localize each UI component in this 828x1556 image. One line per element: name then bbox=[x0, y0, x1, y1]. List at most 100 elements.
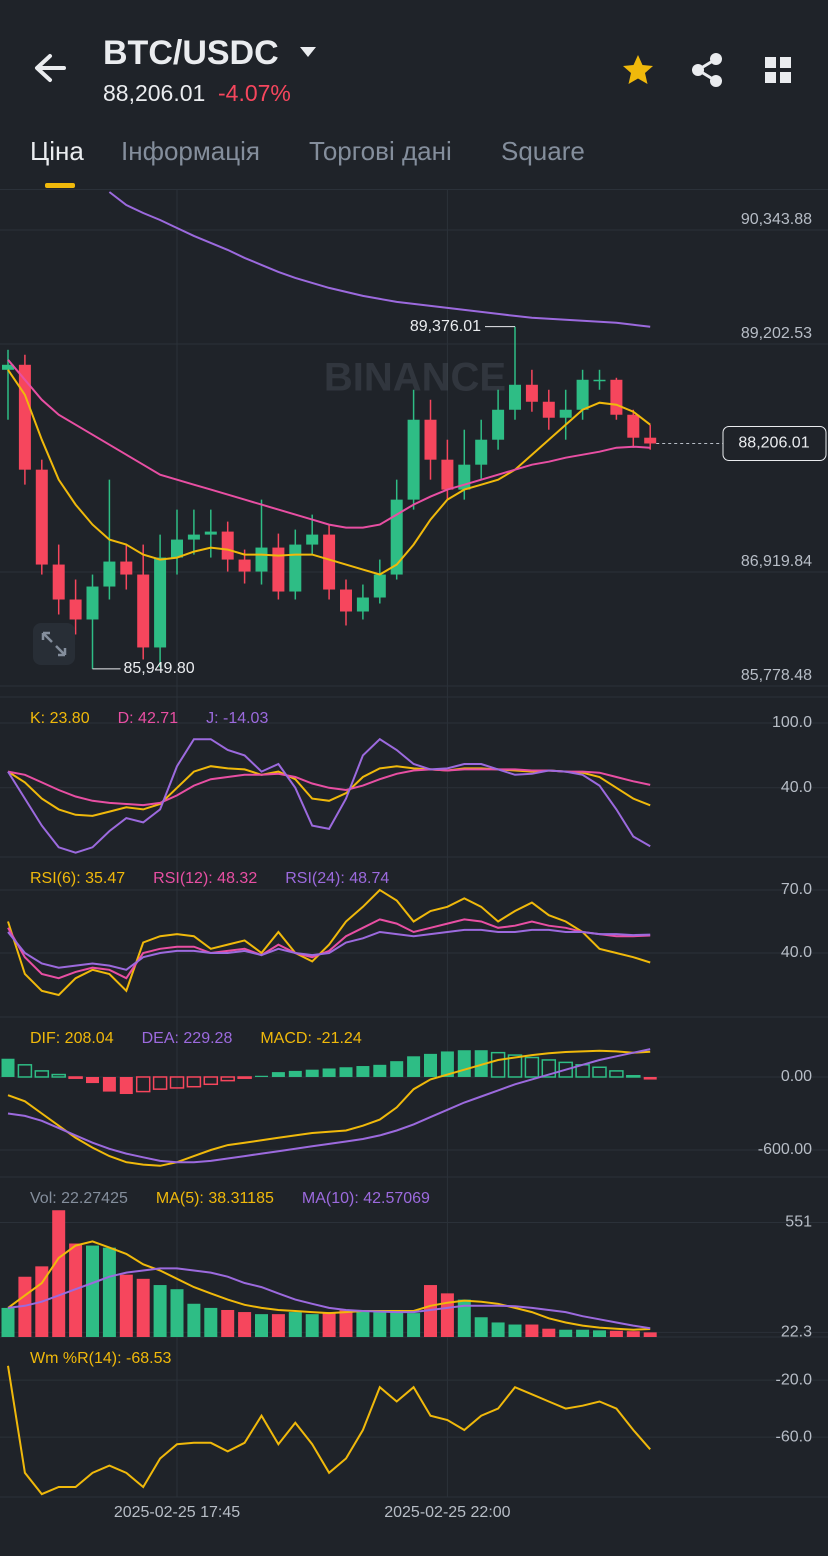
bar bbox=[288, 1070, 302, 1077]
bar bbox=[559, 1329, 573, 1337]
candle-body bbox=[2, 364, 14, 370]
bar bbox=[119, 1274, 133, 1337]
bar bbox=[626, 1331, 640, 1337]
candle-body bbox=[171, 539, 183, 558]
indicator-line bbox=[7, 768, 651, 807]
bar bbox=[203, 1076, 219, 1086]
panel: BINANCE bbox=[0, 191, 828, 687]
bar bbox=[457, 1050, 471, 1077]
candle-body bbox=[35, 469, 48, 565]
y-tick-label: 89,202.53 bbox=[741, 325, 812, 342]
legend-label: J: -14.03 bbox=[206, 710, 268, 727]
symbol[interactable]: BTC/USDC bbox=[103, 34, 279, 72]
bar bbox=[609, 1070, 624, 1078]
candle-body bbox=[509, 384, 521, 410]
y-tick-label: 551 bbox=[785, 1214, 812, 1231]
y-tick-label: 40.0 bbox=[781, 779, 812, 796]
panel bbox=[0, 888, 828, 997]
last-price-badge bbox=[722, 425, 827, 461]
bar bbox=[238, 1312, 252, 1337]
candle-body bbox=[373, 574, 386, 598]
candle-body bbox=[610, 379, 623, 415]
bar bbox=[305, 1314, 319, 1337]
bar bbox=[51, 1073, 66, 1078]
tab[interactable]: Торгові дані bbox=[309, 136, 452, 166]
candle-body bbox=[525, 384, 538, 402]
y-tick-label: 40.0 bbox=[781, 944, 812, 961]
bar bbox=[288, 1312, 302, 1337]
candle-body bbox=[306, 534, 319, 545]
bar bbox=[507, 1054, 523, 1078]
bar bbox=[440, 1051, 454, 1077]
tab[interactable]: Square bbox=[501, 136, 585, 166]
charts: 2025-02-25 17:45 2025-02-25 22:00 BINANCE 9… bbox=[0, 190, 828, 1521]
candle-body bbox=[390, 499, 403, 575]
legend-label: Vol: 22.27425 bbox=[30, 1190, 128, 1207]
bar bbox=[457, 1299, 471, 1337]
legend-label: RSI(24): 48.74 bbox=[285, 870, 389, 887]
legend-label: RSI(12): 48.32 bbox=[153, 870, 257, 887]
candle-body bbox=[69, 599, 82, 620]
bar bbox=[592, 1066, 607, 1078]
tab[interactable]: Ціна bbox=[30, 136, 84, 166]
candle-body bbox=[52, 564, 65, 600]
legend-label: MA(5): 38.31185 bbox=[156, 1190, 274, 1207]
bar bbox=[271, 1314, 285, 1337]
bar bbox=[491, 1322, 505, 1337]
bar bbox=[322, 1068, 336, 1077]
indicator-line bbox=[7, 1365, 651, 1496]
y-tick-label: -20.0 bbox=[776, 1371, 813, 1388]
bar bbox=[390, 1061, 404, 1077]
bar bbox=[525, 1324, 539, 1337]
candle-body bbox=[407, 419, 420, 500]
bar bbox=[52, 1210, 66, 1337]
bar bbox=[593, 1330, 606, 1337]
bar bbox=[102, 1247, 116, 1337]
y-tick-label: 85,778.48 bbox=[741, 667, 812, 684]
bar bbox=[609, 1330, 623, 1337]
bar bbox=[424, 1285, 437, 1337]
bar bbox=[170, 1289, 184, 1337]
bar bbox=[153, 1285, 167, 1337]
candle-body bbox=[644, 437, 657, 444]
back-button[interactable] bbox=[35, 54, 66, 82]
candle-body bbox=[323, 534, 336, 590]
candle-body bbox=[542, 401, 555, 418]
bar bbox=[17, 1064, 33, 1078]
back-arrow[interactable] bbox=[35, 54, 66, 82]
candle-body bbox=[559, 409, 572, 418]
bar bbox=[1, 1058, 15, 1077]
bar bbox=[220, 1076, 235, 1082]
share[interactable] bbox=[692, 53, 722, 87]
legend-label: RSI(6): 35.47 bbox=[30, 870, 125, 887]
favorite[interactable] bbox=[623, 55, 653, 84]
candle-body bbox=[137, 574, 150, 648]
bar bbox=[508, 1324, 522, 1337]
bar bbox=[390, 1309, 404, 1337]
bar bbox=[440, 1293, 454, 1337]
grid-menu[interactable] bbox=[765, 57, 791, 83]
candle-body bbox=[86, 586, 99, 620]
price: 88,206.01 bbox=[103, 80, 205, 106]
min-label: 85,949.80 bbox=[124, 660, 195, 677]
bar bbox=[643, 1076, 657, 1080]
bar bbox=[86, 1245, 99, 1337]
candle-body bbox=[221, 531, 234, 560]
expand-button[interactable] bbox=[33, 623, 75, 665]
legend-label: DIF: 208.04 bbox=[30, 1030, 114, 1047]
tab[interactable]: Інформація bbox=[121, 136, 260, 166]
legend-label: DEA: 229.28 bbox=[142, 1030, 233, 1047]
legend-label: Wm %R(14): -68.53 bbox=[30, 1350, 171, 1367]
bar bbox=[373, 1312, 387, 1337]
bar bbox=[186, 1076, 202, 1088]
last-price-label: 88,206.01 bbox=[738, 435, 809, 452]
indicator-line bbox=[7, 928, 651, 971]
bar bbox=[119, 1076, 133, 1095]
bar bbox=[558, 1061, 573, 1078]
bar bbox=[490, 1051, 506, 1078]
dropdown[interactable] bbox=[300, 47, 316, 57]
bar bbox=[407, 1056, 421, 1077]
candle-body bbox=[340, 589, 352, 612]
y-tick-label: -60.0 bbox=[776, 1428, 813, 1445]
bar bbox=[204, 1307, 218, 1337]
